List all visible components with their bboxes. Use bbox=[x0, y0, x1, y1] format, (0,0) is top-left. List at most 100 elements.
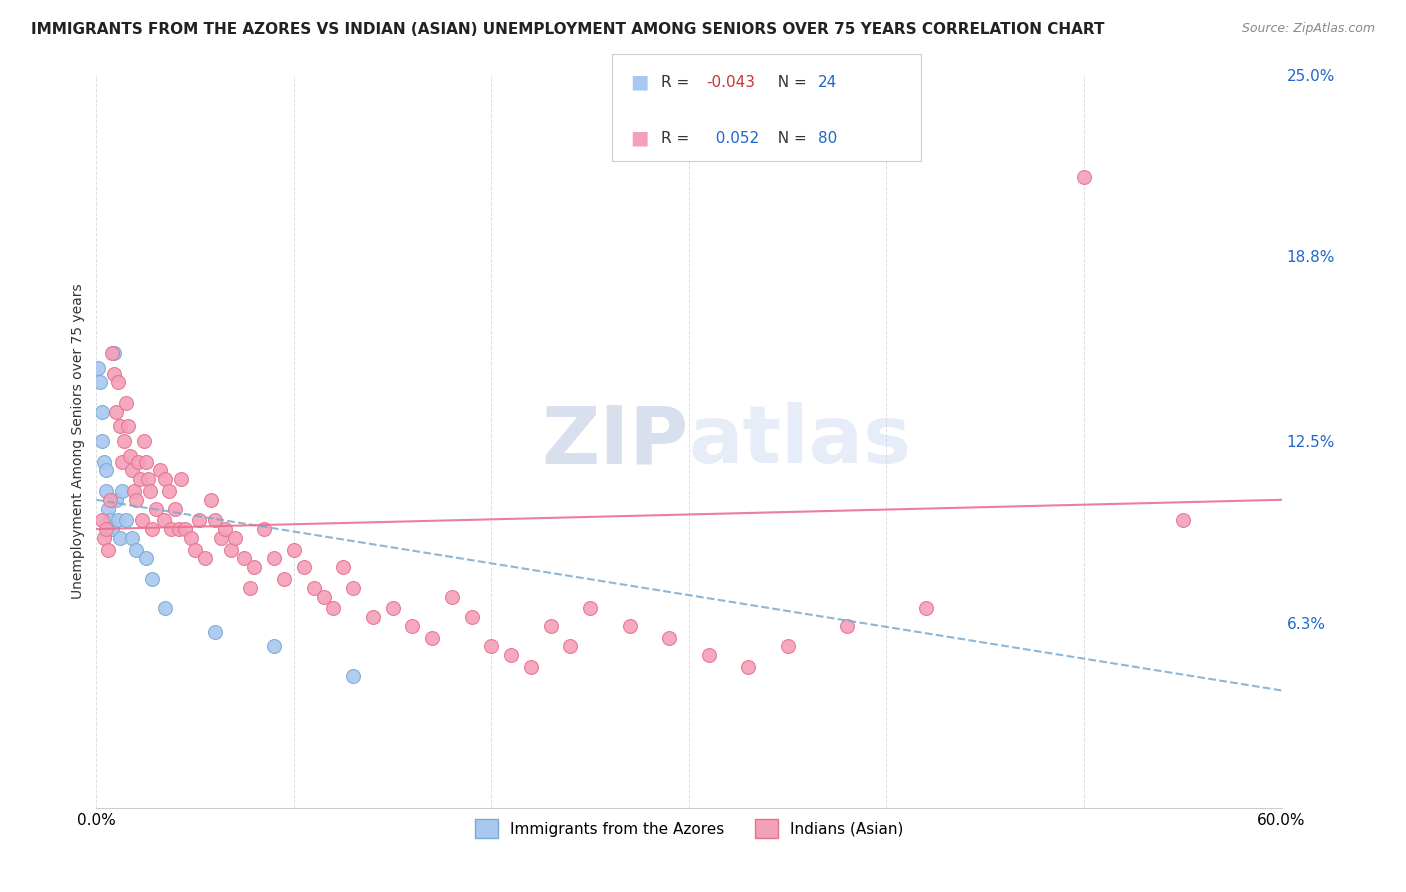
Point bbox=[87, 360, 110, 375]
Point bbox=[184, 542, 207, 557]
Point bbox=[169, 522, 191, 536]
Point bbox=[160, 522, 183, 536]
Point bbox=[342, 669, 364, 683]
Text: ■: ■ bbox=[630, 128, 648, 148]
Point bbox=[835, 619, 858, 633]
Point bbox=[737, 660, 759, 674]
Point bbox=[91, 405, 114, 419]
Point bbox=[115, 396, 138, 410]
Text: 24: 24 bbox=[818, 75, 838, 89]
Point bbox=[332, 560, 354, 574]
Text: N =: N = bbox=[768, 131, 811, 145]
Point bbox=[103, 346, 125, 360]
Point bbox=[108, 419, 131, 434]
Text: atlas: atlas bbox=[689, 402, 912, 480]
Point bbox=[125, 492, 148, 507]
Point bbox=[97, 501, 120, 516]
Point bbox=[135, 551, 157, 566]
Point bbox=[121, 463, 143, 477]
Point bbox=[135, 455, 157, 469]
Point bbox=[141, 572, 163, 586]
Point bbox=[138, 483, 160, 498]
Point bbox=[273, 572, 295, 586]
Point bbox=[188, 513, 211, 527]
Point bbox=[520, 660, 543, 674]
Point bbox=[540, 619, 562, 633]
Point bbox=[915, 601, 938, 615]
Point bbox=[112, 434, 135, 449]
Point bbox=[101, 522, 124, 536]
Text: R =: R = bbox=[661, 131, 695, 145]
Point bbox=[145, 501, 167, 516]
Point bbox=[98, 492, 121, 507]
Point bbox=[658, 631, 681, 645]
Point bbox=[127, 455, 149, 469]
Point bbox=[148, 463, 170, 477]
Point bbox=[122, 483, 145, 498]
Point bbox=[776, 640, 799, 654]
Point bbox=[111, 455, 134, 469]
Point bbox=[141, 522, 163, 536]
Point bbox=[131, 513, 153, 527]
Point bbox=[440, 590, 463, 604]
Point bbox=[381, 601, 404, 615]
Point bbox=[342, 581, 364, 595]
Point bbox=[91, 513, 114, 527]
Point bbox=[292, 560, 315, 574]
Point bbox=[619, 619, 641, 633]
Point bbox=[579, 601, 602, 615]
Point bbox=[302, 581, 325, 595]
Point bbox=[560, 640, 582, 654]
Text: 80: 80 bbox=[818, 131, 838, 145]
Point bbox=[239, 581, 262, 595]
Point bbox=[108, 531, 131, 545]
Point bbox=[96, 483, 118, 498]
Point bbox=[107, 513, 129, 527]
Point bbox=[174, 522, 197, 536]
Point bbox=[214, 522, 236, 536]
Point bbox=[224, 531, 246, 545]
Point bbox=[111, 483, 134, 498]
Point bbox=[132, 434, 155, 449]
Point bbox=[204, 624, 226, 639]
Point bbox=[117, 419, 139, 434]
Point bbox=[263, 640, 285, 654]
Point bbox=[93, 531, 115, 545]
Point bbox=[91, 434, 114, 449]
Point bbox=[460, 610, 482, 624]
Point bbox=[155, 601, 177, 615]
Point bbox=[159, 483, 181, 498]
Point bbox=[697, 648, 720, 663]
Point bbox=[107, 376, 129, 390]
Point bbox=[481, 640, 503, 654]
Point bbox=[1171, 513, 1194, 527]
Point bbox=[155, 472, 177, 486]
Point bbox=[105, 492, 128, 507]
Y-axis label: Unemployment Among Seniors over 75 years: Unemployment Among Seniors over 75 years bbox=[72, 284, 86, 599]
Text: N =: N = bbox=[768, 75, 811, 89]
Point bbox=[170, 472, 193, 486]
Point bbox=[105, 405, 128, 419]
Point bbox=[194, 551, 217, 566]
Text: ■: ■ bbox=[630, 72, 648, 92]
Point bbox=[136, 472, 159, 486]
Point bbox=[118, 449, 141, 463]
Legend: Immigrants from the Azores, Indians (Asian): Immigrants from the Azores, Indians (Asi… bbox=[468, 814, 910, 844]
Point bbox=[1073, 170, 1095, 185]
Text: -0.043: -0.043 bbox=[706, 75, 755, 89]
Point bbox=[420, 631, 443, 645]
Point bbox=[101, 346, 124, 360]
Text: R =: R = bbox=[661, 75, 695, 89]
Point bbox=[97, 542, 120, 557]
Text: 0.052: 0.052 bbox=[706, 131, 759, 145]
Point bbox=[283, 542, 305, 557]
Text: Source: ZipAtlas.com: Source: ZipAtlas.com bbox=[1241, 22, 1375, 36]
Point bbox=[180, 531, 202, 545]
Point bbox=[128, 472, 150, 486]
Point bbox=[233, 551, 256, 566]
Point bbox=[322, 601, 344, 615]
Point bbox=[121, 531, 143, 545]
Point bbox=[103, 367, 125, 381]
Point bbox=[96, 522, 118, 536]
Point bbox=[93, 455, 115, 469]
